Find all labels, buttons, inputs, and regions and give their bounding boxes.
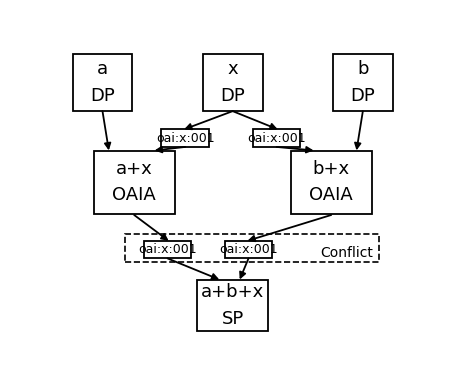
Text: b
DP: b DP <box>350 60 375 105</box>
Bar <box>144 241 191 258</box>
Text: a+b+x
SP: a+b+x SP <box>201 283 264 328</box>
Bar <box>203 54 262 111</box>
Text: x
DP: x DP <box>220 60 245 105</box>
Text: oai:x:001: oai:x:001 <box>219 243 278 256</box>
Text: a
DP: a DP <box>90 60 115 105</box>
Bar <box>197 280 268 331</box>
Bar <box>253 129 301 147</box>
Bar <box>162 129 209 147</box>
Bar <box>94 150 175 214</box>
Text: b+x
OAIA: b+x OAIA <box>309 160 353 204</box>
Bar <box>225 241 272 258</box>
Bar <box>333 54 393 111</box>
Text: oai:x:001: oai:x:001 <box>138 243 197 256</box>
Text: oai:x:001: oai:x:001 <box>156 131 214 145</box>
Text: Conflict: Conflict <box>321 246 374 260</box>
Text: a+x
OAIA: a+x OAIA <box>112 160 156 204</box>
Text: oai:x:001: oai:x:001 <box>247 131 306 145</box>
Bar <box>125 234 379 262</box>
Bar <box>291 150 372 214</box>
Bar <box>73 54 133 111</box>
